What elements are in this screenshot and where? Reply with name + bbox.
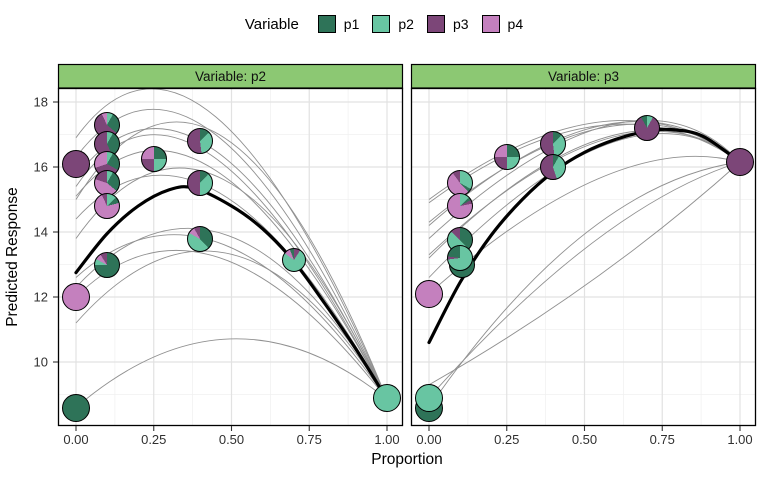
trace-curve bbox=[75, 234, 388, 400]
x-tick-label: 0.25 bbox=[494, 432, 519, 447]
mean-effect-curve bbox=[427, 127, 742, 345]
legend-swatch-p2 bbox=[372, 15, 391, 33]
legend-item-p2: p2 bbox=[372, 15, 414, 33]
legend-label: p2 bbox=[398, 16, 414, 32]
legend-swatch-p1 bbox=[317, 15, 336, 33]
trace-curve bbox=[75, 338, 388, 408]
legend-swatch-p3 bbox=[426, 15, 445, 33]
facet-strips: Variable: p2 Variable: p3 bbox=[57, 63, 757, 89]
x-tick-label: 0.50 bbox=[219, 432, 244, 447]
trace-curve bbox=[75, 250, 388, 400]
grid-lines bbox=[58, 88, 756, 426]
facet-strip-p3 bbox=[410, 63, 757, 89]
y-tick-label: 18 bbox=[34, 95, 48, 110]
trace-curve bbox=[428, 161, 741, 408]
x-tick-label: 0.00 bbox=[416, 432, 441, 447]
legend-title: Variable bbox=[244, 15, 299, 33]
facet-strip-p2 bbox=[57, 63, 404, 89]
trace-curve bbox=[428, 123, 741, 223]
x-tick-label: 0.25 bbox=[141, 432, 166, 447]
x-tick-label: 0.75 bbox=[297, 432, 322, 447]
x-tick-label: 0.50 bbox=[572, 432, 597, 447]
mean-effect-curve bbox=[74, 185, 389, 401]
trace-curve bbox=[428, 133, 741, 278]
facet-strip-label-p3: Variable: p3 bbox=[548, 69, 619, 84]
trace-curve bbox=[428, 161, 741, 386]
legend-label: p4 bbox=[507, 16, 524, 32]
legend: Variable p1 p2 p3 p4 bbox=[0, 11, 768, 37]
x-axis-title: Proportion bbox=[371, 451, 443, 468]
x-tick-label: 1.00 bbox=[374, 432, 399, 447]
x-tick-label: 0.75 bbox=[650, 432, 675, 447]
trace-curve bbox=[428, 120, 741, 239]
x-tick-label: 1.00 bbox=[727, 432, 752, 447]
legend-label: p3 bbox=[452, 16, 469, 32]
legend-item-p1: p1 bbox=[317, 15, 360, 33]
y-tick-label: 16 bbox=[34, 160, 48, 175]
legend-label: p1 bbox=[343, 16, 360, 32]
legend-items: p1 p2 p3 p4 bbox=[317, 15, 524, 33]
y-axis-title: Predicted Response bbox=[4, 187, 21, 327]
axis-ticks: 18 16 14 12 10 0.00 0.25 0.50 0.75 1.00 0.00 0.25 0.… bbox=[34, 95, 753, 448]
facet-strip-label-p2: Variable: p2 bbox=[195, 69, 266, 84]
trace-curve bbox=[428, 161, 741, 399]
x-tick-label: 0.00 bbox=[63, 432, 88, 447]
prediction-curves bbox=[74, 88, 742, 408]
trace-curve bbox=[75, 88, 388, 400]
legend-swatch-p4 bbox=[481, 15, 500, 33]
y-tick-label: 12 bbox=[34, 290, 48, 305]
legend-item-p3: p3 bbox=[426, 15, 469, 33]
y-tick-label: 10 bbox=[34, 355, 48, 370]
y-tick-label: 14 bbox=[34, 225, 48, 240]
legend-item-p4: p4 bbox=[481, 15, 524, 33]
trace-curve bbox=[428, 130, 741, 256]
